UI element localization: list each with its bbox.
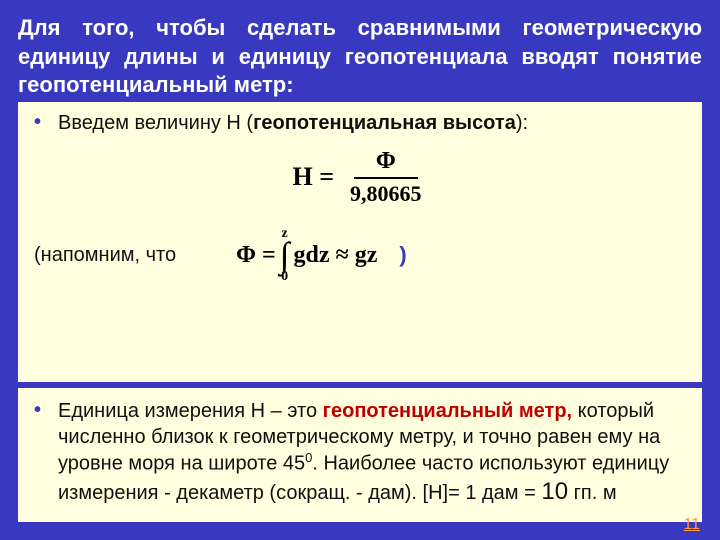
- f1-fraction: Φ 9,80665: [344, 148, 428, 207]
- bullet-item-1: • Введем величину H (геопотенциальная вы…: [34, 110, 686, 136]
- bullet-1-text: Введем величину H (геопотенциальная высо…: [58, 110, 686, 136]
- bullet-item-2: • Единица измерения H – это геопотенциал…: [34, 398, 686, 508]
- f1-den: 9,80665: [344, 179, 428, 207]
- recall-label: (напомним, что: [34, 244, 176, 267]
- page-number: 11: [683, 516, 700, 534]
- slide-heading: Для того, чтобы сделать сравнимыми геоме…: [18, 14, 702, 100]
- b1-suffix: ):: [516, 112, 528, 134]
- formula-2: Φ = z ∫ 0 gdz ≈ gz: [236, 227, 377, 284]
- bullet-2-text: Единица измерения H – это геопотенциальн…: [58, 398, 686, 508]
- f2-lhs: Φ =: [236, 242, 276, 269]
- bullet-marker: •: [34, 398, 48, 422]
- bullet-marker: •: [34, 110, 48, 134]
- f2-body: gdz ≈ gz: [294, 242, 378, 269]
- recall-row: (напомним, что Φ = z ∫ 0 gdz ≈ gz ): [34, 227, 686, 284]
- formula-1: H = Φ 9,80665: [34, 148, 686, 207]
- int-sign: ∫: [280, 241, 290, 270]
- f1-left: H =: [292, 162, 334, 192]
- content-panel-2: • Единица измерения H – это геопотенциал…: [18, 388, 702, 522]
- b2-p2c: гп. м: [568, 482, 617, 504]
- content-panel-1: • Введем величину H (геопотенциальная вы…: [18, 102, 702, 382]
- b2-ten: 10: [541, 478, 568, 505]
- b2-term: геопотенциальный метр: [323, 400, 567, 422]
- b2-comma: ,: [567, 400, 578, 422]
- b1-prefix: Введем величину H (: [58, 112, 253, 134]
- integral-icon: z ∫ 0: [280, 227, 290, 284]
- int-bot: 0: [281, 270, 288, 284]
- b1-term: геопотенциальная высота: [253, 112, 516, 134]
- b2-p1: Единица измерения H – это: [58, 400, 323, 422]
- f1-num: Φ: [354, 148, 418, 179]
- recall-close-paren: ): [399, 242, 406, 268]
